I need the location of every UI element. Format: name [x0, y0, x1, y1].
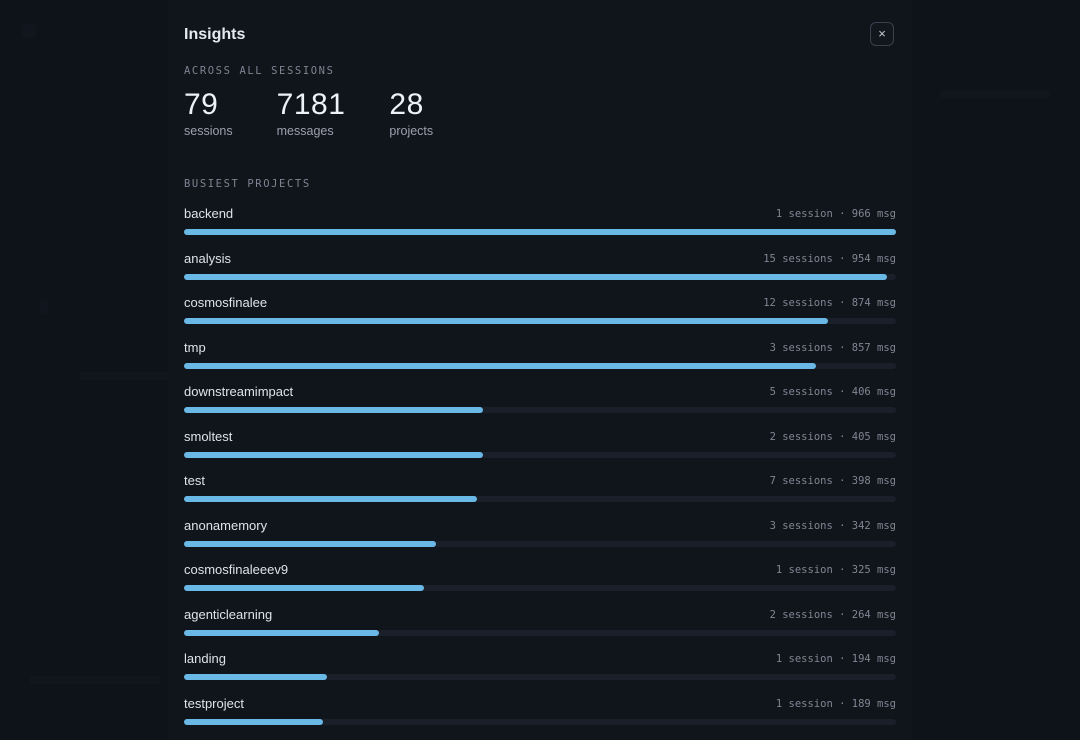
project-name: downstreamimpact [184, 384, 294, 399]
project-bar-track [184, 229, 896, 235]
project-meta: 1 session · 966 msg [775, 208, 896, 220]
project-bar-track [184, 407, 896, 413]
project-meta: 2 sessions · 405 msg [769, 430, 896, 443]
project-row-cosmosfinaleeev9[interactable]: cosmosfinaleeev9 1 session · 325 msg [184, 561, 896, 606]
project-bar-fill [184, 718, 324, 725]
project-name: smoltest [184, 428, 233, 444]
project-meta: 1 session · 194 msg [775, 653, 896, 665]
project-bar-track [184, 362, 896, 369]
project-meta: 1 session · 325 msg [775, 564, 896, 576]
modal-title: Insights [184, 26, 246, 43]
project-row-landing[interactable]: landing 1 session · 194 msg [184, 650, 896, 695]
project-bar-track [184, 318, 896, 324]
stat-value: 7181 [276, 88, 346, 121]
stat-value: 79 [184, 88, 219, 121]
project-bar-track [184, 496, 896, 502]
project-bar-fill [184, 451, 483, 458]
project-row-analysis[interactable]: analysis 15 sessions · 954 msg [184, 250, 896, 295]
project-row-agenticlearning[interactable]: agenticlearning 2 sessions · 264 msg [184, 606, 896, 651]
project-bar-fill [184, 273, 888, 280]
project-row-smoltest[interactable]: smoltest 2 sessions · 405 msg [184, 428, 896, 473]
stat-label: messages [276, 124, 334, 138]
project-bar-track [184, 629, 896, 636]
project-bar-fill [184, 674, 327, 680]
project-meta: 15 sessions · 954 msg [763, 252, 896, 265]
insights-modal: Insights × ACROSS ALL SESSIONS 79 sessio… [168, 0, 912, 740]
project-row-downstreamimpact[interactable]: downstreamimpact 5 sessions · 406 msg [184, 383, 896, 428]
close-button[interactable]: × [870, 22, 894, 46]
project-bar-track [184, 540, 896, 547]
background-element [80, 372, 170, 380]
section-label-busiest-projects: BUSIEST PROJECTS [184, 178, 311, 190]
project-row-cosmosfinalee[interactable]: cosmosfinalee 12 sessions · 874 msg [184, 294, 896, 339]
project-row-testproject[interactable]: testproject 1 session · 189 msg [184, 695, 896, 740]
background-element [30, 676, 160, 684]
project-bar-fill [184, 629, 379, 636]
background-element [40, 300, 48, 314]
background-icon [22, 24, 36, 38]
project-bar-track [184, 674, 896, 680]
project-bar-fill [184, 362, 816, 369]
stat-sessions: 79 sessions [184, 88, 233, 138]
project-meta: 7 sessions · 398 msg [769, 475, 896, 487]
project-bar-fill [184, 229, 896, 235]
project-bar-fill [184, 585, 424, 591]
stat-label: sessions [184, 124, 233, 138]
project-name: cosmosfinalee [184, 295, 268, 310]
stat-value: 28 [389, 88, 424, 121]
project-meta: 1 session · 189 msg [775, 697, 896, 710]
project-meta: 3 sessions · 342 msg [769, 519, 896, 532]
project-meta: 2 sessions · 264 msg [769, 608, 896, 621]
project-bar-fill [184, 407, 484, 413]
project-name: test [184, 473, 205, 488]
project-bar-track [184, 273, 896, 280]
project-meta: 5 sessions · 406 msg [769, 386, 896, 398]
project-name: agenticlearning [184, 606, 273, 622]
project-bar-track [184, 451, 896, 458]
project-row-tmp[interactable]: tmp 3 sessions · 857 msg [184, 339, 896, 384]
project-row-backend[interactable]: backend 1 session · 966 msg [184, 205, 896, 250]
project-name: landing [184, 651, 226, 666]
project-name: cosmosfinaleeev9 [184, 562, 289, 577]
stat-label: projects [389, 124, 434, 138]
project-bar-track [184, 718, 896, 725]
project-row-test[interactable]: test 7 sessions · 398 msg [184, 472, 896, 517]
background-element [940, 90, 1050, 98]
project-meta: 3 sessions · 857 msg [769, 341, 896, 354]
stat-projects: 28 projects [389, 88, 433, 138]
project-meta: 12 sessions · 874 msg [763, 297, 896, 309]
stat-messages: 7181 messages [277, 88, 346, 138]
summary-stats: 79 sessions 7181 messages 28 projects [184, 88, 477, 138]
project-name: tmp [184, 339, 206, 355]
project-name: analysis [184, 250, 231, 266]
project-name: backend [184, 206, 234, 221]
project-row-anonamemory[interactable]: anonamemory 3 sessions · 342 msg [184, 517, 896, 562]
project-name: testproject [184, 695, 244, 711]
project-bar-fill [184, 318, 829, 324]
project-bar-fill [184, 540, 437, 547]
section-label-summary: ACROSS ALL SESSIONS [184, 65, 335, 77]
project-name: anonamemory [184, 517, 268, 533]
project-bar-track [184, 585, 896, 591]
busiest-projects-list: backend 1 session · 966 msg analysis 15 ses… [184, 205, 896, 739]
project-bar-fill [184, 496, 478, 502]
